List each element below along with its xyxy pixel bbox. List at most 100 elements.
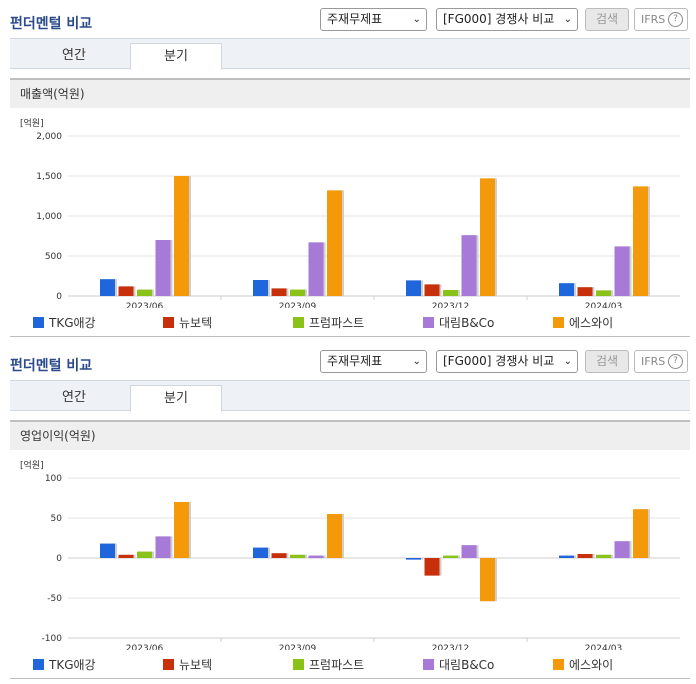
period-tabs: 연간 분기 bbox=[10, 38, 690, 70]
bar-에스와이 bbox=[480, 558, 495, 602]
y-tick-label: 0 bbox=[56, 554, 62, 564]
legend-label: 대림B&Co bbox=[439, 316, 495, 330]
tab-annual[interactable]: 연간 bbox=[62, 390, 86, 405]
y-tick-label: -50 bbox=[47, 594, 62, 604]
section-title: 펀더멘털 비교 bbox=[10, 358, 93, 374]
legend-label: 프럼파스트 bbox=[309, 316, 365, 330]
legend-item[interactable]: TKG애강 bbox=[33, 314, 96, 331]
unit-label: [억원] bbox=[20, 117, 44, 129]
legend-item[interactable]: 에스와이 bbox=[553, 314, 613, 331]
chart-title: 영업이익(억원) bbox=[10, 420, 690, 450]
bar-뉴보텍 bbox=[118, 286, 134, 296]
legend-item[interactable]: 에스와이 bbox=[553, 656, 613, 673]
bar-뉴보텍 bbox=[271, 288, 287, 296]
bar-TKG애강 bbox=[100, 543, 115, 558]
tab-quarterly[interactable]: 분기 bbox=[130, 385, 222, 412]
help-icon[interactable]: ? bbox=[668, 12, 683, 27]
legend-item[interactable]: 대림B&Co bbox=[423, 314, 494, 331]
operating-profit-chart: [억원] -100 -50 0 50 100 2023/06 2023/09 2023/12 20… bbox=[20, 459, 680, 650]
compare-group-select[interactable]: [FG000] 경쟁사 비교 ⌄ bbox=[436, 8, 578, 31]
legend-item[interactable]: 뉴보텍 bbox=[163, 314, 212, 331]
bar-TKG애강 bbox=[559, 555, 574, 558]
tab-quarterly[interactable]: 분기 bbox=[130, 43, 222, 70]
legend-item[interactable]: 뉴보텍 bbox=[163, 656, 212, 673]
help-icon[interactable]: ? bbox=[668, 354, 683, 369]
compare-group-value: [FG000] 경쟁사 비교 bbox=[443, 12, 555, 26]
legend-swatch bbox=[163, 317, 174, 328]
ifrs-button[interactable]: IFRS ? bbox=[634, 8, 688, 31]
bar-TKG애강 bbox=[253, 280, 268, 296]
unit-label: [억원] bbox=[20, 459, 44, 471]
x-tick-label: 2023/09 bbox=[279, 302, 317, 308]
statement-type-value: 주재무제표 bbox=[327, 354, 383, 368]
bar-프럼파스트 bbox=[596, 290, 611, 296]
bar-프럼파스트 bbox=[137, 289, 152, 296]
x-tick-label: 2023/06 bbox=[126, 644, 164, 650]
legend-item[interactable]: TKG애강 bbox=[33, 656, 96, 673]
statement-type-value: 주재무제표 bbox=[327, 12, 383, 26]
bar-뉴보텍 bbox=[424, 284, 440, 296]
bar-대림B&Co bbox=[308, 242, 324, 296]
y-tick-label: 50 bbox=[51, 514, 63, 524]
bar-에스와이 bbox=[327, 514, 342, 558]
legend-swatch bbox=[423, 659, 434, 670]
y-tick-label: -100 bbox=[42, 634, 63, 644]
bar-에스와이 bbox=[480, 178, 495, 296]
bar-프럼파스트 bbox=[290, 289, 305, 296]
y-tick-label: 1,000 bbox=[36, 212, 62, 222]
bar-TKG애강 bbox=[406, 280, 421, 296]
legend-swatch bbox=[293, 659, 304, 670]
legend-label: 뉴보텍 bbox=[179, 658, 213, 672]
bar-에스와이 bbox=[633, 186, 648, 296]
bar-프럼파스트 bbox=[290, 554, 305, 558]
legend-swatch bbox=[293, 317, 304, 328]
legend-swatch bbox=[33, 659, 44, 670]
legend-swatch bbox=[553, 317, 564, 328]
bar-대림B&Co bbox=[308, 555, 324, 558]
x-tick-label: 2023/12 bbox=[432, 302, 469, 308]
statement-type-select[interactable]: 주재무제표 ⌄ bbox=[320, 8, 427, 31]
bar-뉴보텍 bbox=[424, 558, 440, 576]
legend-label: 에스와이 bbox=[569, 316, 614, 330]
bar-TKG애강 bbox=[559, 283, 574, 296]
period-tabs: 연간 분기 bbox=[10, 380, 690, 412]
compare-group-select[interactable]: [FG000] 경쟁사 비교 ⌄ bbox=[436, 350, 578, 373]
legend-label: 프럼파스트 bbox=[309, 658, 365, 672]
legend-swatch bbox=[423, 317, 434, 328]
search-button[interactable]: 검색 bbox=[585, 350, 629, 373]
divider bbox=[10, 678, 690, 679]
x-tick-label: 2024/03 bbox=[585, 644, 622, 650]
bar-에스와이 bbox=[174, 502, 189, 558]
divider bbox=[10, 336, 690, 337]
bar-에스와이 bbox=[327, 190, 342, 296]
section-header: 펀더멘털 비교 주재무제표 ⌄ [FG000] 경쟁사 비교 ⌄ 검색 IFRS… bbox=[0, 342, 696, 380]
y-tick-label: 2,000 bbox=[36, 132, 62, 142]
bar-에스와이 bbox=[174, 176, 189, 296]
legend-label: 에스와이 bbox=[569, 658, 614, 672]
ifrs-button[interactable]: IFRS ? bbox=[634, 350, 688, 373]
bar-뉴보텍 bbox=[271, 553, 287, 558]
legend-item[interactable]: 프럼파스트 bbox=[293, 656, 364, 673]
x-tick-label: 2023/12 bbox=[432, 644, 469, 650]
bar-대림B&Co bbox=[461, 545, 477, 558]
chevron-down-icon: ⌄ bbox=[563, 14, 572, 25]
bar-대림B&Co bbox=[155, 240, 171, 296]
bar-뉴보텍 bbox=[118, 554, 134, 558]
legend-item[interactable]: 대림B&Co bbox=[423, 656, 494, 673]
y-tick-label: 0 bbox=[56, 292, 62, 302]
tab-annual[interactable]: 연간 bbox=[62, 48, 86, 63]
section-header: 펀더멘털 비교 주재무제표 ⌄ [FG000] 경쟁사 비교 ⌄ 검색 IFRS… bbox=[0, 0, 696, 38]
section-title: 펀더멘털 비교 bbox=[10, 16, 93, 32]
legend-swatch bbox=[163, 659, 174, 670]
chart-legend: TKG애강 뉴보텍 프럼파스트 대림B&Co 에스와이 bbox=[0, 656, 696, 672]
x-tick-label: 2024/03 bbox=[585, 302, 622, 308]
y-tick-label: 1,500 bbox=[36, 172, 62, 182]
bar-TKG애강 bbox=[100, 279, 115, 296]
legend-item[interactable]: 프럼파스트 bbox=[293, 314, 364, 331]
search-button[interactable]: 검색 bbox=[585, 8, 629, 31]
statement-type-select[interactable]: 주재무제표 ⌄ bbox=[320, 350, 427, 373]
bar-프럼파스트 bbox=[596, 554, 611, 558]
bar-프럼파스트 bbox=[443, 555, 458, 558]
bar-대림B&Co bbox=[614, 246, 630, 296]
bar-프럼파스트 bbox=[137, 551, 152, 558]
